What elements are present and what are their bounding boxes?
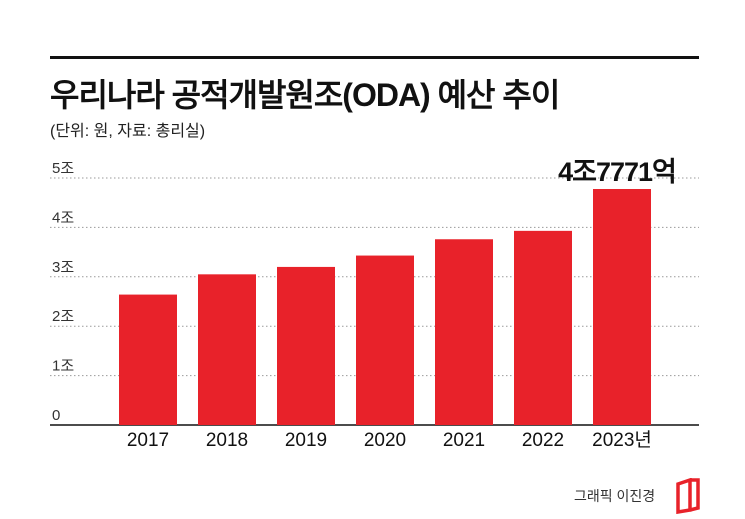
bar-2021 [435,239,493,425]
y-tick-label: 2조 [52,308,74,325]
x-tick-label: 2019 [285,430,327,451]
top-rule [50,56,699,59]
x-tick-label: 2022 [522,430,564,451]
y-tick-label: 1조 [52,358,74,375]
x-tick-label: 2017 [127,430,169,451]
bar-2022 [514,230,572,425]
y-tick-label: 3조 [52,259,74,276]
bar-2020 [356,255,414,425]
y-tick-label: 4조 [52,209,74,226]
value-annotation: 4조7771억 [558,157,676,187]
x-tick-label: 2023년 [592,429,652,451]
logo-icon [676,478,700,514]
graphic-credit: 그래픽 이진경 [574,488,656,504]
y-tick-label: 5조 [52,160,74,177]
chart-title: 우리나라 공적개발원조(ODA) 예산 추이 [50,77,560,113]
bar-2017 [119,294,177,425]
bar-2019 [277,266,335,425]
chart-subtitle: (단위: 원, 자료: 총리실) [50,123,206,140]
x-tick-label: 2020 [364,430,406,451]
label-layer: 0 1조 2조 3조 4조 5조 2017 2018 2019 2020 2021 2022 2023년… [52,157,677,451]
x-tick-label: 2021 [443,430,485,451]
bar-2023년 [593,189,651,425]
y-tick-label: 0 [52,407,60,424]
bar-2018 [198,274,256,425]
x-tick-label: 2018 [206,430,248,451]
bar-layer [119,189,651,425]
